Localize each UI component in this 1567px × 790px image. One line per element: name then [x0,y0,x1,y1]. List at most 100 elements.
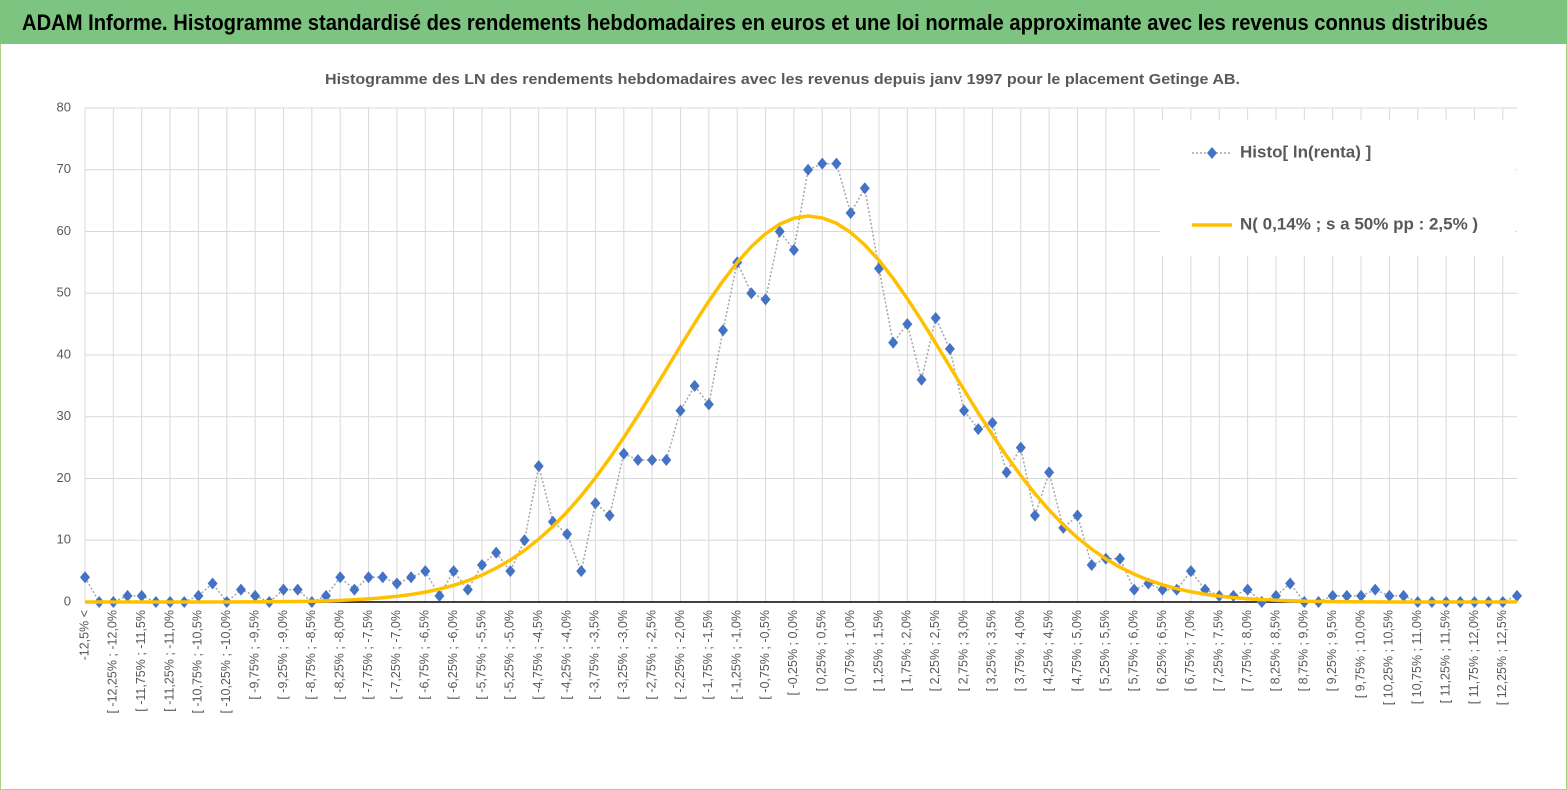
x-tick-label: [ -5,75% ; -5,5% [474,610,488,700]
data-point [1115,552,1126,565]
x-tick-label: [ 5,75% ; 6,0% [1126,610,1140,691]
data-point [831,157,842,170]
x-tick-label: [ -0,25% ; 0,0% [786,610,800,695]
data-point [519,534,530,547]
data-point [1356,589,1367,602]
y-tick-label: 70 [57,161,71,176]
data-point [363,571,374,584]
x-tick-label: [ 1,75% ; 2,0% [900,610,914,691]
data-point [1086,558,1097,571]
y-tick-label: 40 [57,346,71,361]
data-point [774,225,785,238]
data-point [193,589,204,602]
data-point [675,404,686,417]
data-point [632,453,643,466]
x-tick-label: [ -8,25% ; -8,0% [333,610,347,700]
data-point [349,583,360,596]
data-point [391,577,402,590]
data-point [136,589,147,602]
x-tick-label: [ 9,75% ; 10,0% [1353,610,1367,698]
data-point [576,565,587,578]
data-point [803,163,814,176]
data-point [703,398,714,411]
data-point [1129,583,1140,596]
x-tick-label: [ -0,75% ; -0,5% [758,610,772,700]
x-tick-label: [ 7,75% ; 8,0% [1240,610,1254,691]
x-tick-label: [ 2,25% ; 2,5% [928,610,942,691]
x-tick-label: [ -11,75% ; -11,5% [134,610,148,712]
y-tick-label: 30 [57,408,71,423]
data-point [1341,589,1352,602]
y-tick-label: 80 [57,99,71,114]
data-point [491,546,502,559]
data-point [80,571,90,584]
legend-marker [1207,147,1217,159]
data-point [689,379,700,392]
data-point [944,342,955,355]
data-point [647,453,658,466]
data-point [420,565,431,578]
header-bar [0,0,1567,44]
data-point [859,182,870,195]
data-point [1044,466,1055,479]
x-tick-label: [ 0,75% ; 1,0% [843,610,857,691]
data-point [335,571,346,584]
y-tick-label: 60 [57,223,71,238]
data-point [1384,589,1395,602]
data-point [987,416,998,429]
x-tick-label: [ -11,25% ; -11,0% [162,610,176,712]
data-point [533,460,544,473]
x-tick-label: [ 9,25% ; 9,5% [1325,610,1339,691]
data-point [562,528,573,541]
x-tick-label: [ 8,25% ; 8,5% [1268,610,1282,691]
x-tick-label: [ -9,75% ; -9,5% [247,610,261,700]
data-point [122,589,133,602]
data-point [1029,509,1040,522]
x-tick-label: [ 3,25% ; 3,5% [985,610,999,691]
data-point [973,423,984,436]
x-tick-label: [ 4,75% ; 5,0% [1070,610,1084,691]
x-tick-label: [ -4,25% ; -4,0% [559,610,573,700]
x-tick-label: [ -10,75% ; -10,5% [191,610,205,714]
x-tick-label: [ -2,25% ; -2,0% [673,610,687,700]
x-tick-label: [ -5,25% ; -5,0% [503,610,517,700]
data-point [321,589,332,602]
data-point [235,583,246,596]
x-tick-label: [ 0,25% ; 0,5% [815,610,829,691]
data-point [845,206,856,219]
x-tick-label: [ 3,75% ; 4,0% [1013,610,1027,691]
x-tick-label: [ -6,25% ; -6,0% [446,610,460,700]
x-tick-label: -12,5% < [77,610,91,660]
x-tick-label: [ -9,25% ; -9,0% [276,610,290,700]
data-point [476,558,487,571]
header-title: ADAM Informe. Histogramme standardisé de… [22,10,1488,35]
y-tick-label: 0 [64,593,71,608]
x-tick-label: [ -3,25% ; -3,0% [616,610,630,700]
data-point [959,404,970,417]
data-point [462,583,473,596]
x-tick-label: [ -4,75% ; -4,5% [531,610,545,700]
data-point [1370,583,1381,596]
data-point [888,336,899,349]
x-tick-label: [ -1,75% ; -1,5% [701,610,715,700]
data-point [916,373,927,386]
data-point [207,577,218,590]
data-point [406,571,417,584]
data-point [250,589,261,602]
x-tick-label: [ -8,75% ; -8,5% [304,610,318,700]
x-tick-label: [ -6,75% ; -6,5% [418,610,432,700]
x-tick-label: [ 8,75% ; 9,0% [1297,610,1311,691]
series-line [85,214,1517,604]
data-point [746,287,757,300]
data-point [604,509,615,522]
data-point [278,583,289,596]
x-tick-label: [ 7,25% ; 7,5% [1212,610,1226,691]
x-tick-label: [ 10,25% ; 10,5% [1382,610,1396,705]
data-point [505,565,516,578]
x-tick-label: [ 10,75% ; 11,0% [1410,610,1424,704]
data-point [1072,509,1083,522]
data-point [930,311,941,324]
data-point [760,293,771,306]
x-tick-label: [ -12,25% ; -12,0% [106,610,120,714]
